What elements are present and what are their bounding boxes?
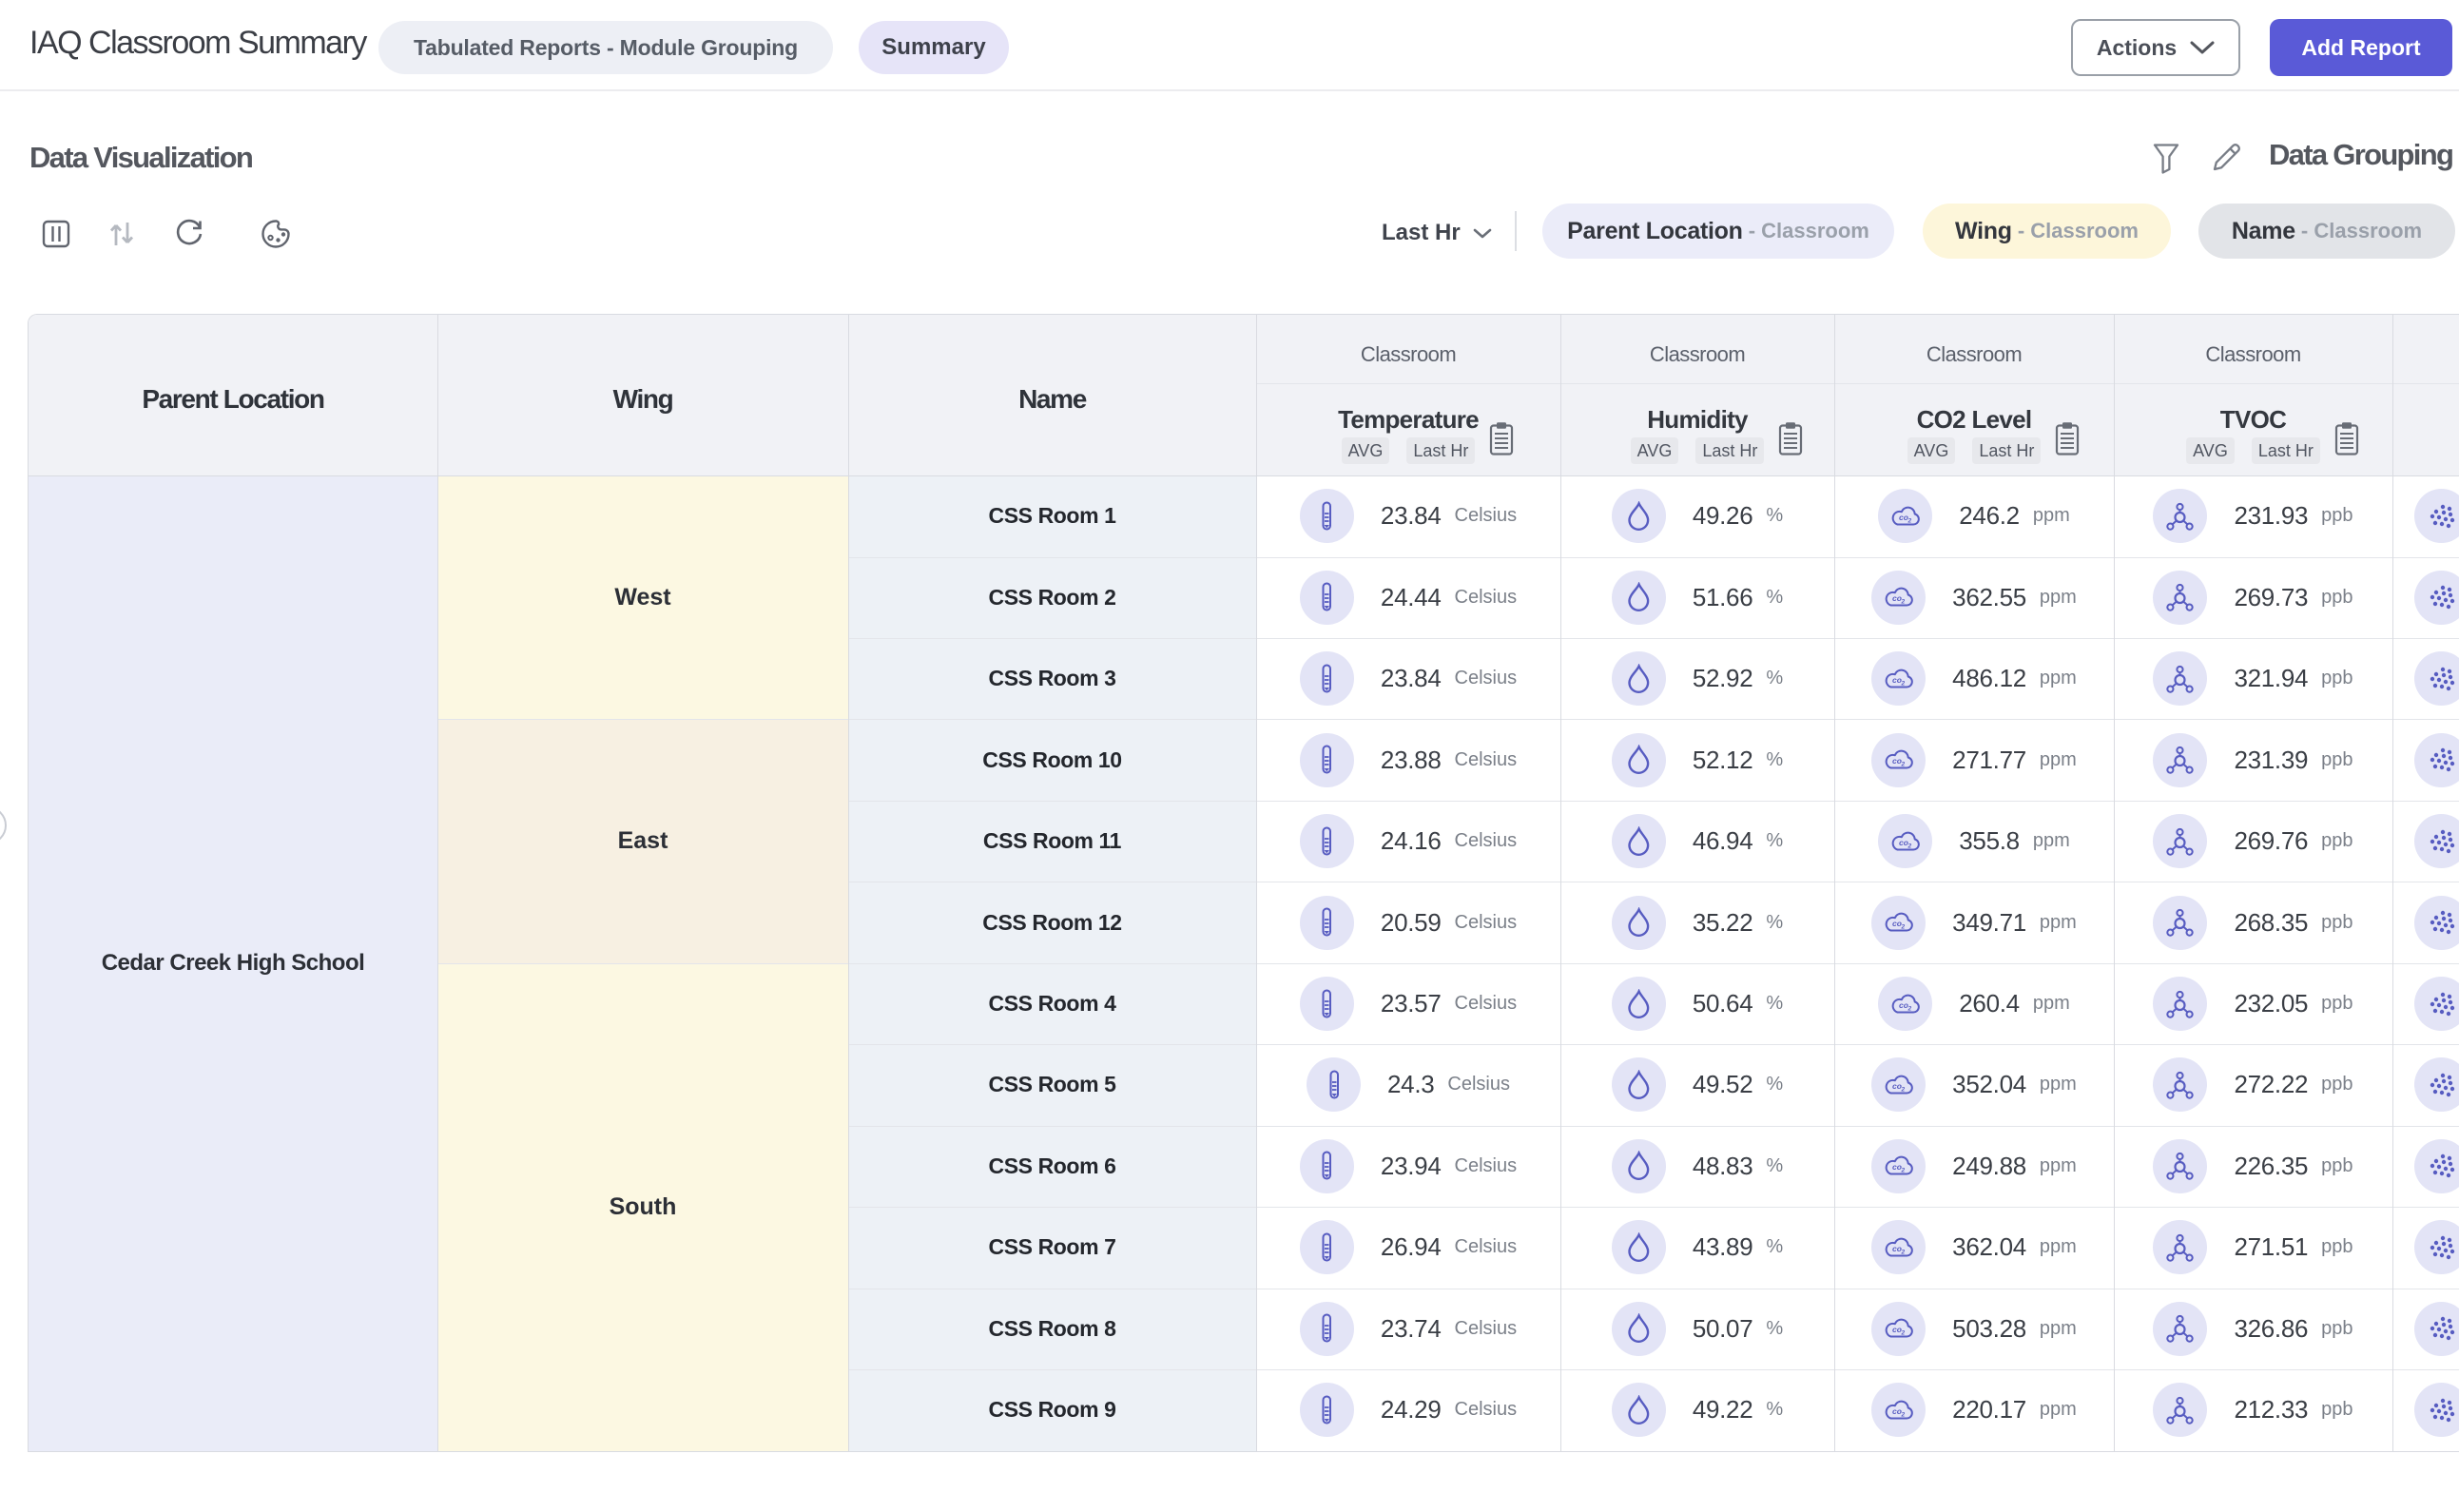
svg-text:co: co — [1892, 919, 1902, 928]
svg-text:2: 2 — [1900, 1411, 1905, 1418]
svg-text:2: 2 — [1907, 517, 1911, 524]
svg-text:2: 2 — [1900, 599, 1905, 606]
svg-text:co: co — [1892, 756, 1902, 766]
svg-text:co: co — [1892, 1406, 1902, 1416]
svg-text:2: 2 — [1900, 1249, 1905, 1255]
svg-text:2: 2 — [1900, 1330, 1905, 1337]
svg-text:co: co — [1892, 1325, 1902, 1334]
svg-text:co: co — [1899, 838, 1908, 847]
svg-text:2: 2 — [1900, 1168, 1905, 1174]
svg-text:2: 2 — [1907, 1005, 1911, 1012]
svg-text:co: co — [1892, 1081, 1902, 1091]
svg-text:co: co — [1892, 1162, 1902, 1172]
svg-text:2: 2 — [1907, 843, 1911, 849]
svg-text:2: 2 — [1900, 924, 1905, 931]
svg-text:co: co — [1892, 1244, 1902, 1253]
svg-text:2: 2 — [1900, 762, 1905, 768]
svg-text:co: co — [1892, 675, 1902, 685]
svg-text:co: co — [1892, 593, 1902, 603]
svg-text:2: 2 — [1900, 680, 1905, 687]
svg-text:2: 2 — [1900, 1086, 1905, 1093]
svg-text:co: co — [1899, 1000, 1908, 1010]
svg-text:co: co — [1899, 513, 1908, 522]
